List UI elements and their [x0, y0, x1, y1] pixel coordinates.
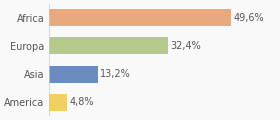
Text: 4,8%: 4,8%: [70, 97, 94, 107]
Text: 32,4%: 32,4%: [171, 41, 201, 51]
Bar: [49, 9, 230, 26]
Text: 49,6%: 49,6%: [234, 13, 264, 23]
Text: 13,2%: 13,2%: [101, 69, 131, 79]
Bar: [49, 66, 97, 83]
Bar: [49, 37, 168, 54]
Bar: [49, 94, 67, 111]
